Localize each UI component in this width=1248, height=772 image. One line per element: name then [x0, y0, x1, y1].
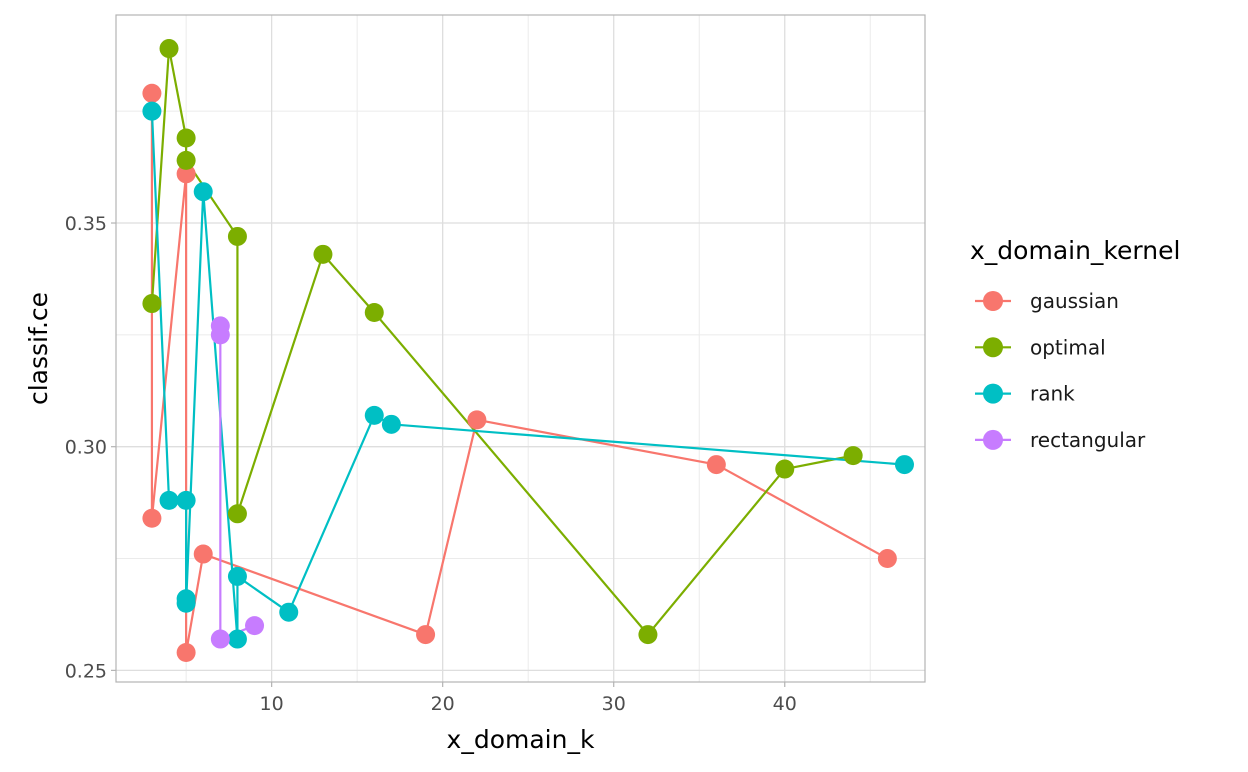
x-axis-title: x_domain_k [447, 725, 595, 754]
data-point-rectangular [210, 325, 230, 345]
series-layer [142, 39, 914, 662]
data-point-optimal [142, 294, 162, 314]
data-point-rank [193, 182, 213, 202]
data-point-gaussian [142, 508, 162, 528]
data-point-rank [176, 490, 196, 510]
data-point-optimal [775, 459, 795, 479]
data-point-rectangular [210, 629, 230, 649]
legend-key-point-gaussian [983, 291, 1003, 311]
legend-key-point-optimal [983, 337, 1003, 358]
legend-label-gaussian: gaussian [1030, 289, 1119, 313]
data-point-optimal [364, 302, 384, 322]
data-point-optimal [227, 504, 247, 524]
x-tick-label: 10 [260, 693, 284, 715]
data-point-gaussian [176, 164, 196, 184]
legend-key-point-rectangular [983, 429, 1003, 450]
legend-key-point-rank [983, 383, 1003, 404]
legend-label-rank: rank [1030, 382, 1075, 406]
x-tick-label: 30 [602, 693, 626, 715]
legend-label-rectangular: rectangular [1030, 428, 1146, 452]
data-point-optimal [176, 128, 196, 148]
data-point-optimal [159, 39, 179, 59]
legend-title: x_domain_kernel [970, 236, 1180, 265]
data-point-gaussian [467, 410, 487, 430]
y-tick-label: 0.25 [65, 660, 107, 682]
data-point-rank [176, 593, 196, 613]
plot-panel [115, 14, 926, 683]
x-tick-label: 40 [773, 693, 797, 715]
data-point-optimal [176, 150, 196, 170]
data-point-optimal [638, 625, 658, 645]
data-point-gaussian [193, 544, 213, 564]
data-point-gaussian [877, 549, 897, 569]
data-point-rank [142, 101, 162, 121]
data-point-rectangular [245, 616, 265, 636]
axes: 10 20 30 40 0.25 0.30 0.35 [65, 213, 797, 715]
data-point-rank [894, 455, 914, 475]
legend: x_domain_kernel gaussian optimal rank recta… [970, 236, 1180, 452]
y-tick-label: 0.35 [65, 213, 107, 235]
x-tick-label: 20 [431, 693, 455, 715]
data-point-gaussian [706, 455, 726, 475]
data-point-gaussian [142, 83, 162, 103]
data-point-rank [364, 405, 384, 425]
legend-label-optimal: optimal [1030, 335, 1106, 359]
data-point-rank [381, 414, 401, 434]
data-point-gaussian [416, 625, 436, 645]
y-tick-label: 0.30 [65, 437, 107, 459]
y-axis-title: classif.ce [24, 292, 53, 405]
plot-panel-border [115, 14, 926, 683]
data-point-optimal [227, 226, 247, 246]
data-point-rank [159, 490, 179, 510]
data-point-optimal [843, 446, 863, 466]
data-point-optimal [313, 244, 333, 264]
data-point-rank [227, 566, 247, 586]
data-point-rank [227, 629, 247, 649]
data-point-gaussian [176, 642, 196, 662]
data-point-rank [279, 602, 299, 622]
